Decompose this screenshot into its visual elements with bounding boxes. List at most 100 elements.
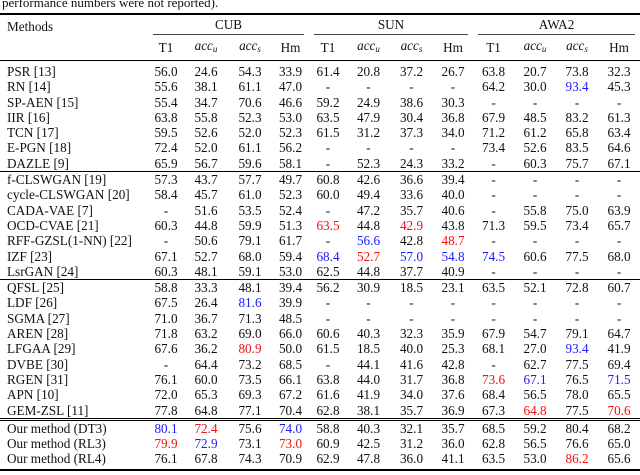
method-name: f-CLSWGAN [19]: [0, 171, 148, 188]
score-cell: 93.4: [565, 341, 589, 357]
score-cell: -: [491, 356, 496, 372]
score-cell: 41.1: [433, 451, 474, 471]
score-cell: 69.3: [238, 387, 262, 403]
score-cell: 67.1: [607, 155, 631, 171]
score-cell: -: [514, 171, 557, 188]
score-cell: 54.3: [238, 64, 262, 79]
score-cell: 38.1: [356, 402, 381, 418]
score-cell: 36.9: [441, 402, 465, 418]
metric-header-awa2-accs: accs: [556, 35, 599, 61]
score-cell: 53.0: [278, 109, 303, 125]
score-cell: 20.8: [356, 64, 381, 79]
score-cell: 80.4: [556, 417, 599, 437]
score-cell: 42.6: [347, 171, 390, 188]
score-cell: 36.2: [194, 341, 218, 357]
score-cell: 55.6: [154, 79, 178, 95]
score-cell: 20.7: [523, 64, 547, 79]
metric-header-sun-hm: Hm: [433, 35, 474, 61]
score-cell: 70.4: [278, 402, 303, 418]
score-cell: 62.7: [523, 356, 547, 372]
score-cell: 39.4: [272, 279, 309, 296]
metric-header-sun-accs: accs: [390, 35, 433, 61]
method-name: Our method (RL4): [0, 451, 148, 471]
method-name: SGMA [27]: [7, 310, 70, 326]
score-cell: -: [532, 263, 538, 279]
score-cell: -: [574, 295, 580, 311]
score-cell: 58.4: [154, 187, 178, 203]
score-cell: 86.2: [556, 451, 599, 471]
score-cell: 59.6: [238, 155, 262, 171]
table-row: SP-AEN [15] 55.4 34.7 70.6 46.6 59.2 24.9 38.6 3…: [0, 95, 640, 110]
score-cell: 73.4: [565, 217, 589, 233]
score-cell: 68.0: [607, 248, 631, 264]
score-cell: 36.8: [441, 371, 465, 387]
score-cell: -: [616, 263, 622, 279]
score-cell: 64.8: [194, 402, 218, 418]
method-name: SP-AEN [15]: [7, 94, 79, 110]
score-cell: 36.7: [194, 310, 218, 326]
method-name: IIR [16]: [7, 109, 50, 125]
score-cell: 70.9: [272, 451, 309, 471]
score-cell: 69.4: [607, 356, 631, 372]
score-cell: 62.8: [481, 436, 506, 452]
score-cell: 34.0: [399, 387, 424, 403]
score-cell: 73.4: [481, 140, 506, 156]
score-cell: 61.5: [316, 125, 340, 141]
score-cell: 70.6: [607, 402, 631, 418]
score-cell: 59.5: [154, 125, 178, 141]
score-cell: 69.0: [238, 326, 262, 342]
score-cell: 62.9: [309, 451, 347, 471]
score-cell: 59.1: [238, 263, 262, 279]
score-cell: 31.7: [399, 371, 424, 387]
score-cell: 31.2: [399, 436, 424, 452]
score-cell: 74.3: [228, 451, 272, 471]
score-cell: 74.0: [272, 417, 309, 437]
score-cell: -: [616, 233, 622, 249]
score-cell: 60.0: [194, 371, 218, 387]
score-cell: 25.3: [441, 341, 465, 357]
score-cell: -: [491, 310, 496, 326]
score-cell: 68.0: [238, 248, 262, 264]
score-cell: 35.7: [399, 202, 424, 218]
score-cell: 67.1: [523, 371, 547, 387]
score-cell: 41.9: [356, 387, 381, 403]
score-cell: -: [532, 310, 538, 326]
score-cell: 56.7: [194, 155, 218, 171]
score-cell: 71.0: [154, 310, 178, 326]
score-cell: -: [532, 187, 538, 203]
score-cell: 27.0: [523, 341, 547, 357]
score-cell: 79.1: [238, 233, 262, 249]
score-cell: 37.2: [399, 64, 424, 79]
method-name: OCD-CVAE [21]: [7, 217, 99, 233]
results-table: Methods CUB SUN AWA2 T1 accu accs Hm T1 accu a…: [0, 13, 640, 471]
score-cell: 59.2: [514, 417, 557, 437]
score-cell: 59.9: [238, 217, 262, 233]
score-cell: -: [532, 94, 538, 110]
score-cell: -: [616, 310, 622, 326]
score-cell: 61.6: [316, 387, 340, 403]
score-cell: 64.7: [607, 326, 631, 342]
metric-header-sun-accu: accu: [347, 35, 390, 61]
score-cell: 70.6: [238, 94, 262, 110]
score-cell: 54.7: [523, 326, 547, 342]
score-cell: 76.6: [565, 436, 589, 452]
method-name: RGEN [31]: [7, 371, 69, 387]
score-cell: 40.0: [399, 341, 424, 357]
score-cell: 30.3: [441, 94, 465, 110]
metric-header-cub-t1: T1: [148, 35, 184, 61]
methods-header: Methods: [0, 13, 148, 61]
score-cell: 63.8: [481, 64, 506, 79]
score-cell: 67.8: [184, 451, 228, 471]
method-name: RFF-GZSL(1-NN) [22]: [7, 233, 132, 249]
method-name: Our method (DT3): [0, 417, 148, 437]
score-cell: 33.3: [184, 279, 228, 296]
score-cell: 52.4: [278, 202, 303, 218]
score-cell: 40.9: [441, 263, 465, 279]
score-cell: -: [473, 171, 515, 188]
score-cell: 33.2: [441, 155, 465, 171]
score-cell: 75.7: [565, 155, 589, 171]
score-cell: 24.6: [194, 64, 218, 79]
score-cell: 37.7: [399, 263, 424, 279]
score-cell: 23.1: [433, 279, 474, 296]
score-cell: 93.4: [565, 79, 589, 95]
